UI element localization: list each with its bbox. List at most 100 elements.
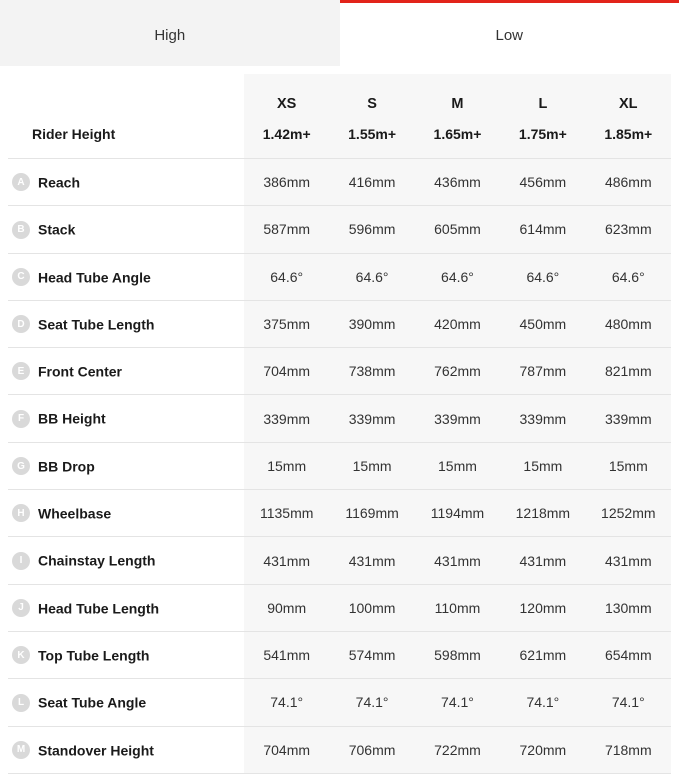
- value-cell: 486mm: [586, 159, 671, 206]
- value-cell: 480mm: [586, 300, 671, 347]
- row-label-text: BB Drop: [38, 458, 95, 474]
- size-col-l: L 1.75m+: [500, 74, 585, 159]
- table-row: JHead Tube Length90mm100mm110mm120mm130m…: [8, 584, 671, 631]
- geometry-tabs: High Low: [0, 0, 679, 66]
- value-cell: 541mm: [244, 631, 329, 678]
- value-cell: 64.6°: [586, 253, 671, 300]
- value-cell: 74.1°: [415, 679, 500, 726]
- value-cell: 130mm: [586, 584, 671, 631]
- row-label-cell: AReach: [8, 159, 244, 206]
- row-label-text: Standover Height: [38, 742, 154, 758]
- header-rider-height: Rider Height: [8, 74, 244, 159]
- table-row: D Seat Tube Length 375mm390mm420mm450mm480…: [8, 300, 671, 347]
- row-label-text: Top Tube Length: [38, 647, 149, 663]
- value-cell: 339mm: [329, 395, 414, 442]
- value-cell: 704mm: [244, 726, 329, 773]
- table-row: LSeat Tube Angle74.1°74.1°74.1°74.1°74.1…: [8, 679, 671, 726]
- row-label-cell: FBB Height: [8, 395, 244, 442]
- row-label-text: Seat Tube Angle: [38, 695, 146, 711]
- value-cell: 64.6°: [500, 253, 585, 300]
- table-row: MStandover Height704mm706mm722mm720mm718…: [8, 726, 671, 773]
- value-cell: 431mm: [500, 537, 585, 584]
- value-cell: 110mm: [415, 584, 500, 631]
- value-cell: 598mm: [415, 631, 500, 678]
- size-height: 1.65m+: [419, 126, 496, 142]
- value-cell: 720mm: [500, 726, 585, 773]
- row-letter-badge: K: [12, 646, 30, 664]
- row-letter-badge: G: [12, 457, 30, 475]
- row-label-text: Head Tube Angle: [38, 269, 151, 285]
- value-cell: 1218mm: [500, 490, 585, 537]
- table-row: B Stack 587mm596mm605mm614mm623mm: [8, 206, 671, 253]
- table-row: HWheelbase1135mm1169mm1194mm1218mm1252mm: [8, 490, 671, 537]
- row-label-cell: D Seat Tube Length: [8, 300, 244, 347]
- geometry-table: Rider Height XS 1.42m+ S 1.55m+ M 1.65m+…: [8, 74, 671, 774]
- value-cell: 431mm: [415, 537, 500, 584]
- value-cell: 1194mm: [415, 490, 500, 537]
- row-label-cell: IChainstay Length: [8, 537, 244, 584]
- row-label-text: Chainstay Length: [38, 553, 155, 569]
- row-label-cell: G BB Drop: [8, 442, 244, 489]
- value-cell: 456mm: [500, 159, 585, 206]
- value-cell: 390mm: [329, 300, 414, 347]
- row-letter-badge: B: [12, 221, 30, 239]
- tab-high[interactable]: High: [0, 0, 340, 66]
- row-label-cell: HWheelbase: [8, 490, 244, 537]
- value-cell: 90mm: [244, 584, 329, 631]
- value-cell: 821mm: [586, 348, 671, 395]
- value-cell: 605mm: [415, 206, 500, 253]
- table-row: CHead Tube Angle64.6°64.6°64.6°64.6°64.6…: [8, 253, 671, 300]
- table-row: IChainstay Length431mm431mm431mm431mm431…: [8, 537, 671, 584]
- value-cell: 704mm: [244, 348, 329, 395]
- value-cell: 15mm: [586, 442, 671, 489]
- value-cell: 722mm: [415, 726, 500, 773]
- row-label-text: Wheelbase: [38, 505, 111, 521]
- value-cell: 587mm: [244, 206, 329, 253]
- value-cell: 431mm: [244, 537, 329, 584]
- value-cell: 431mm: [586, 537, 671, 584]
- size-code: XL: [590, 96, 667, 112]
- value-cell: 64.6°: [244, 253, 329, 300]
- row-letter-badge: E: [12, 362, 30, 380]
- value-cell: 706mm: [329, 726, 414, 773]
- row-label-text: BB Height: [38, 411, 106, 427]
- value-cell: 450mm: [500, 300, 585, 347]
- value-cell: 15mm: [500, 442, 585, 489]
- value-cell: 623mm: [586, 206, 671, 253]
- size-code: L: [504, 96, 581, 112]
- row-letter-badge: A: [12, 173, 30, 191]
- row-letter-badge: C: [12, 268, 30, 286]
- value-cell: 1169mm: [329, 490, 414, 537]
- table-row: GBB Drop15mm15mm15mm15mm15mm: [8, 442, 671, 489]
- row-label-text: Stack: [38, 222, 75, 238]
- row-letter-badge: J: [12, 599, 30, 617]
- value-cell: 738mm: [329, 348, 414, 395]
- size-col-xl: XL 1.85m+: [586, 74, 671, 159]
- row-label-cell: MStandover Height: [8, 726, 244, 773]
- value-cell: 1135mm: [244, 490, 329, 537]
- row-label-cell: J Head Tube Length: [8, 584, 244, 631]
- value-cell: 596mm: [329, 206, 414, 253]
- size-col-xs: XS 1.42m+: [244, 74, 329, 159]
- value-cell: 375mm: [244, 300, 329, 347]
- value-cell: 74.1°: [500, 679, 585, 726]
- value-cell: 15mm: [415, 442, 500, 489]
- table-row: KTop Tube Length541mm574mm598mm621mm654m…: [8, 631, 671, 678]
- value-cell: 15mm: [244, 442, 329, 489]
- value-cell: 420mm: [415, 300, 500, 347]
- row-label-cell: EFront Center: [8, 348, 244, 395]
- row-label-text: Head Tube Length: [38, 600, 159, 616]
- size-code: S: [333, 96, 410, 112]
- value-cell: 1252mm: [586, 490, 671, 537]
- row-letter-badge: D: [12, 315, 30, 333]
- size-height: 1.55m+: [333, 126, 410, 142]
- value-cell: 574mm: [329, 631, 414, 678]
- value-cell: 339mm: [586, 395, 671, 442]
- table-row: EFront Center704mm738mm762mm787mm821mm: [8, 348, 671, 395]
- tab-low[interactable]: Low: [340, 0, 679, 66]
- value-cell: 614mm: [500, 206, 585, 253]
- value-cell: 431mm: [329, 537, 414, 584]
- row-label-text: Seat Tube Length: [38, 316, 154, 332]
- table-header-row: Rider Height XS 1.42m+ S 1.55m+ M 1.65m+…: [8, 74, 671, 159]
- value-cell: 621mm: [500, 631, 585, 678]
